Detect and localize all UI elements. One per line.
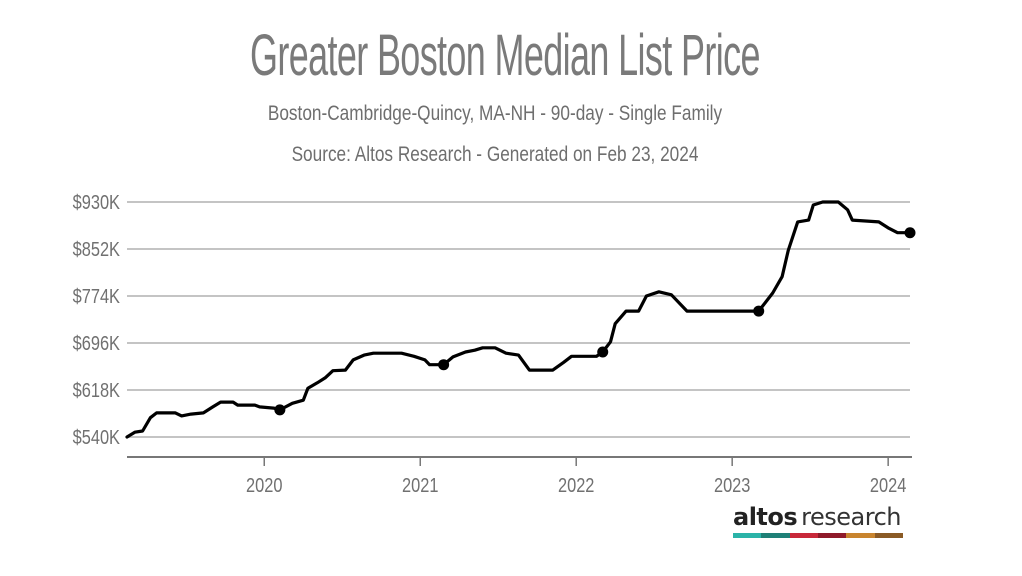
- data-point-marker: [904, 227, 916, 239]
- logo-stripe-segment: [733, 533, 762, 538]
- x-axis: 2020 2021 2022 2023 2024: [127, 456, 912, 496]
- y-tick-label: $774K: [73, 284, 120, 307]
- y-axis-ticks: $930K $852K $774K $696K $618K $540K: [73, 190, 120, 448]
- chart-subtitle: Boston-Cambridge-Quincy, MA-NH - 90-day …: [267, 102, 723, 125]
- chart-source: Source: Altos Research - Generated on Fe…: [291, 143, 699, 166]
- series-line: [125, 200, 912, 439]
- y-tick-label: $930K: [73, 190, 120, 213]
- y-tick-label: $540K: [73, 425, 120, 448]
- data-point-marker: [274, 404, 286, 416]
- data-point-marker: [438, 359, 450, 371]
- logo-stripe-segment: [761, 533, 790, 538]
- logo-brand-light: research: [801, 503, 901, 531]
- x-tick-label: 2024: [870, 473, 906, 496]
- logo-stripe-segment: [874, 533, 903, 538]
- logo-stripe-segment: [789, 533, 818, 538]
- logo-color-stripe: [733, 533, 903, 538]
- x-tick-label: 2021: [402, 473, 438, 496]
- y-tick-label: $852K: [73, 237, 120, 260]
- logo-brand-bold: altos: [733, 503, 798, 531]
- data-point-marker: [753, 305, 765, 317]
- chart-title: Greater Boston Median List Price: [250, 23, 760, 88]
- gridlines: [127, 201, 910, 438]
- x-tick-label: 2023: [714, 473, 750, 496]
- y-tick-label: $696K: [73, 331, 120, 354]
- x-tick-label: 2020: [246, 473, 282, 496]
- altos-research-logo: altos research: [733, 503, 905, 538]
- data-point-marker: [597, 346, 609, 358]
- y-tick-label: $618K: [73, 378, 120, 401]
- logo-stripe-segment: [817, 533, 847, 538]
- logo-stripe-segment: [846, 533, 875, 538]
- series-group: [125, 200, 916, 439]
- x-tick-label: 2022: [558, 473, 594, 496]
